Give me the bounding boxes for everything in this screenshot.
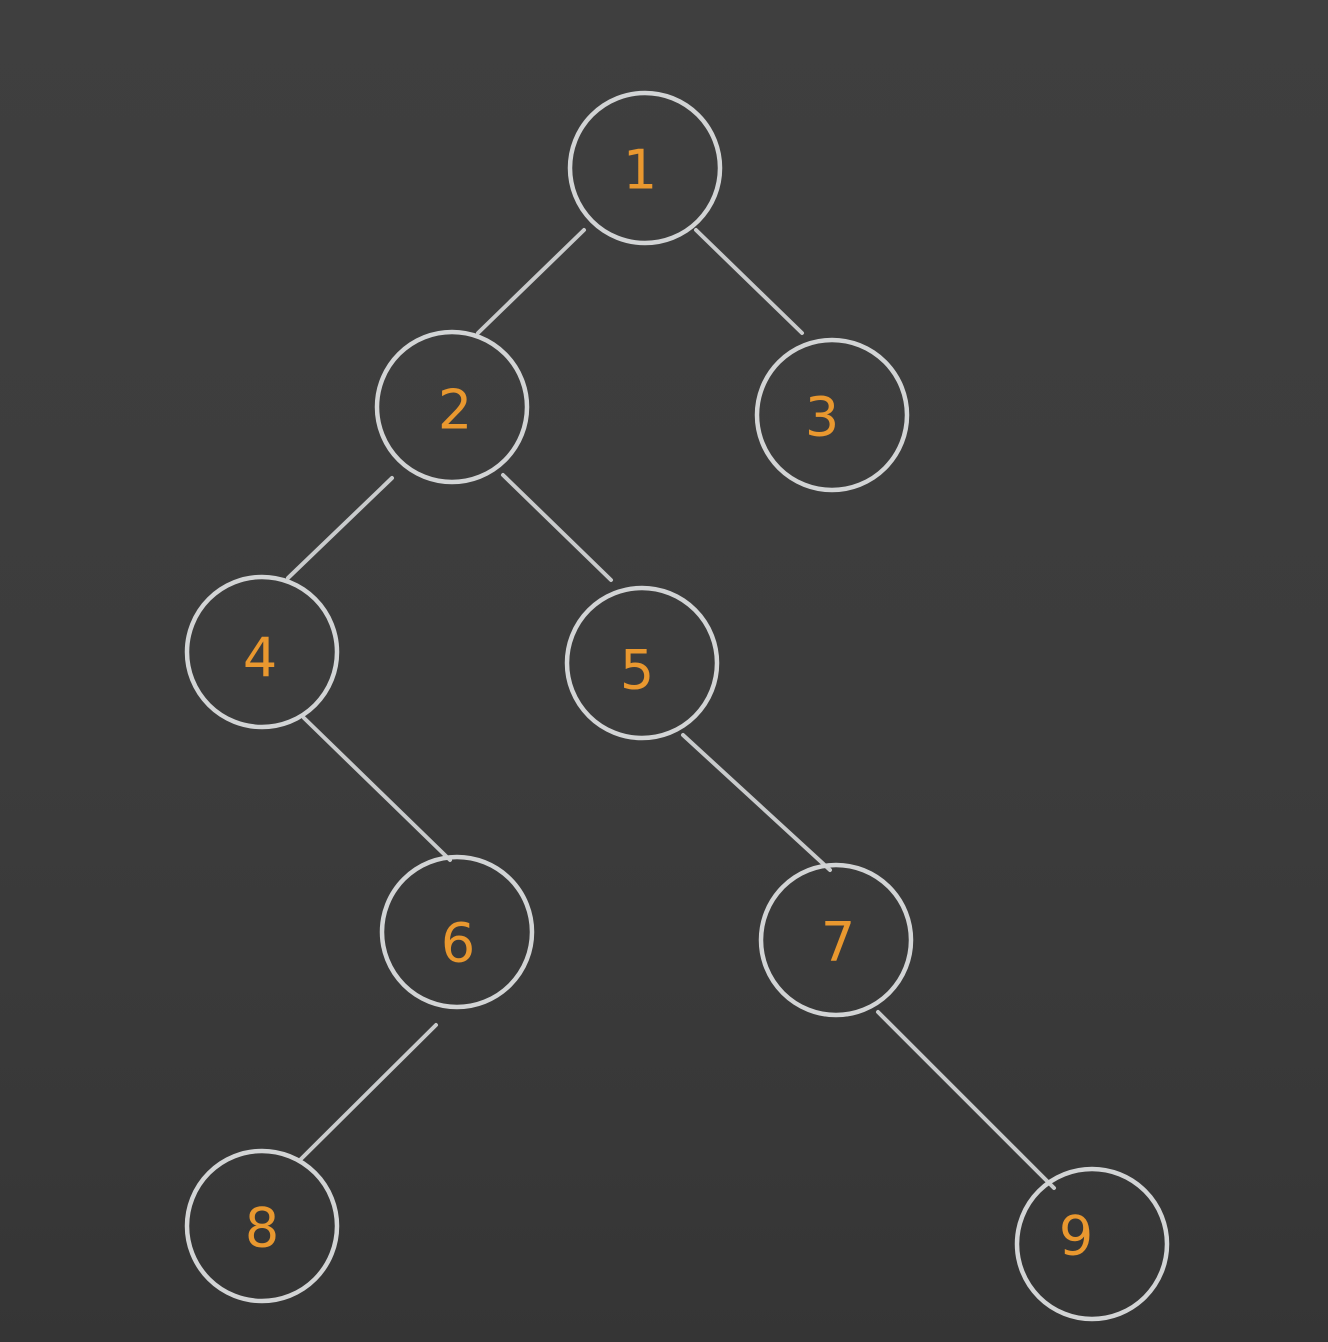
node-6-label: 6 <box>441 912 475 975</box>
tree-node-3: 3 <box>754 337 910 493</box>
node-9-circle <box>1014 1166 1170 1322</box>
tree-node-5: 5 <box>564 585 720 741</box>
node-1-label: 1 <box>623 139 657 202</box>
edge-1-2 <box>476 228 586 335</box>
node-8-label: 8 <box>245 1197 279 1260</box>
edge-4-6 <box>302 716 452 862</box>
tree-node-7: 7 <box>758 862 914 1018</box>
node-1-circle <box>567 90 723 246</box>
node-3-circle <box>754 337 910 493</box>
tree-node-4: 4 <box>184 574 340 730</box>
nodes-group: 1 2 3 4 5 6 7 8 <box>184 90 1170 1322</box>
edge-7-9 <box>876 1010 1056 1190</box>
tree-node-1: 1 <box>567 90 723 246</box>
edge-2-5 <box>501 473 613 582</box>
tree-node-2: 2 <box>374 329 530 485</box>
node-8-circle <box>184 1148 340 1304</box>
tree-node-8: 8 <box>184 1148 340 1304</box>
edge-1-3 <box>694 228 804 335</box>
node-2-label: 2 <box>438 379 472 442</box>
edge-6-8 <box>298 1023 438 1162</box>
node-4-label: 4 <box>243 627 277 690</box>
node-9-label: 9 <box>1059 1205 1093 1268</box>
edge-2-4 <box>286 476 394 580</box>
node-7-label: 7 <box>821 911 855 974</box>
node-4-circle <box>184 574 340 730</box>
node-5-circle <box>564 585 720 741</box>
node-3-label: 3 <box>805 386 839 449</box>
edges-group <box>286 228 1056 1190</box>
edge-5-7 <box>681 733 832 872</box>
tree-node-6: 6 <box>379 854 535 1010</box>
node-7-circle <box>758 862 914 1018</box>
node-5-label: 5 <box>620 639 654 702</box>
node-6-circle <box>379 854 535 1010</box>
tree-node-9: 9 <box>1014 1166 1170 1322</box>
node-2-circle <box>374 329 530 485</box>
